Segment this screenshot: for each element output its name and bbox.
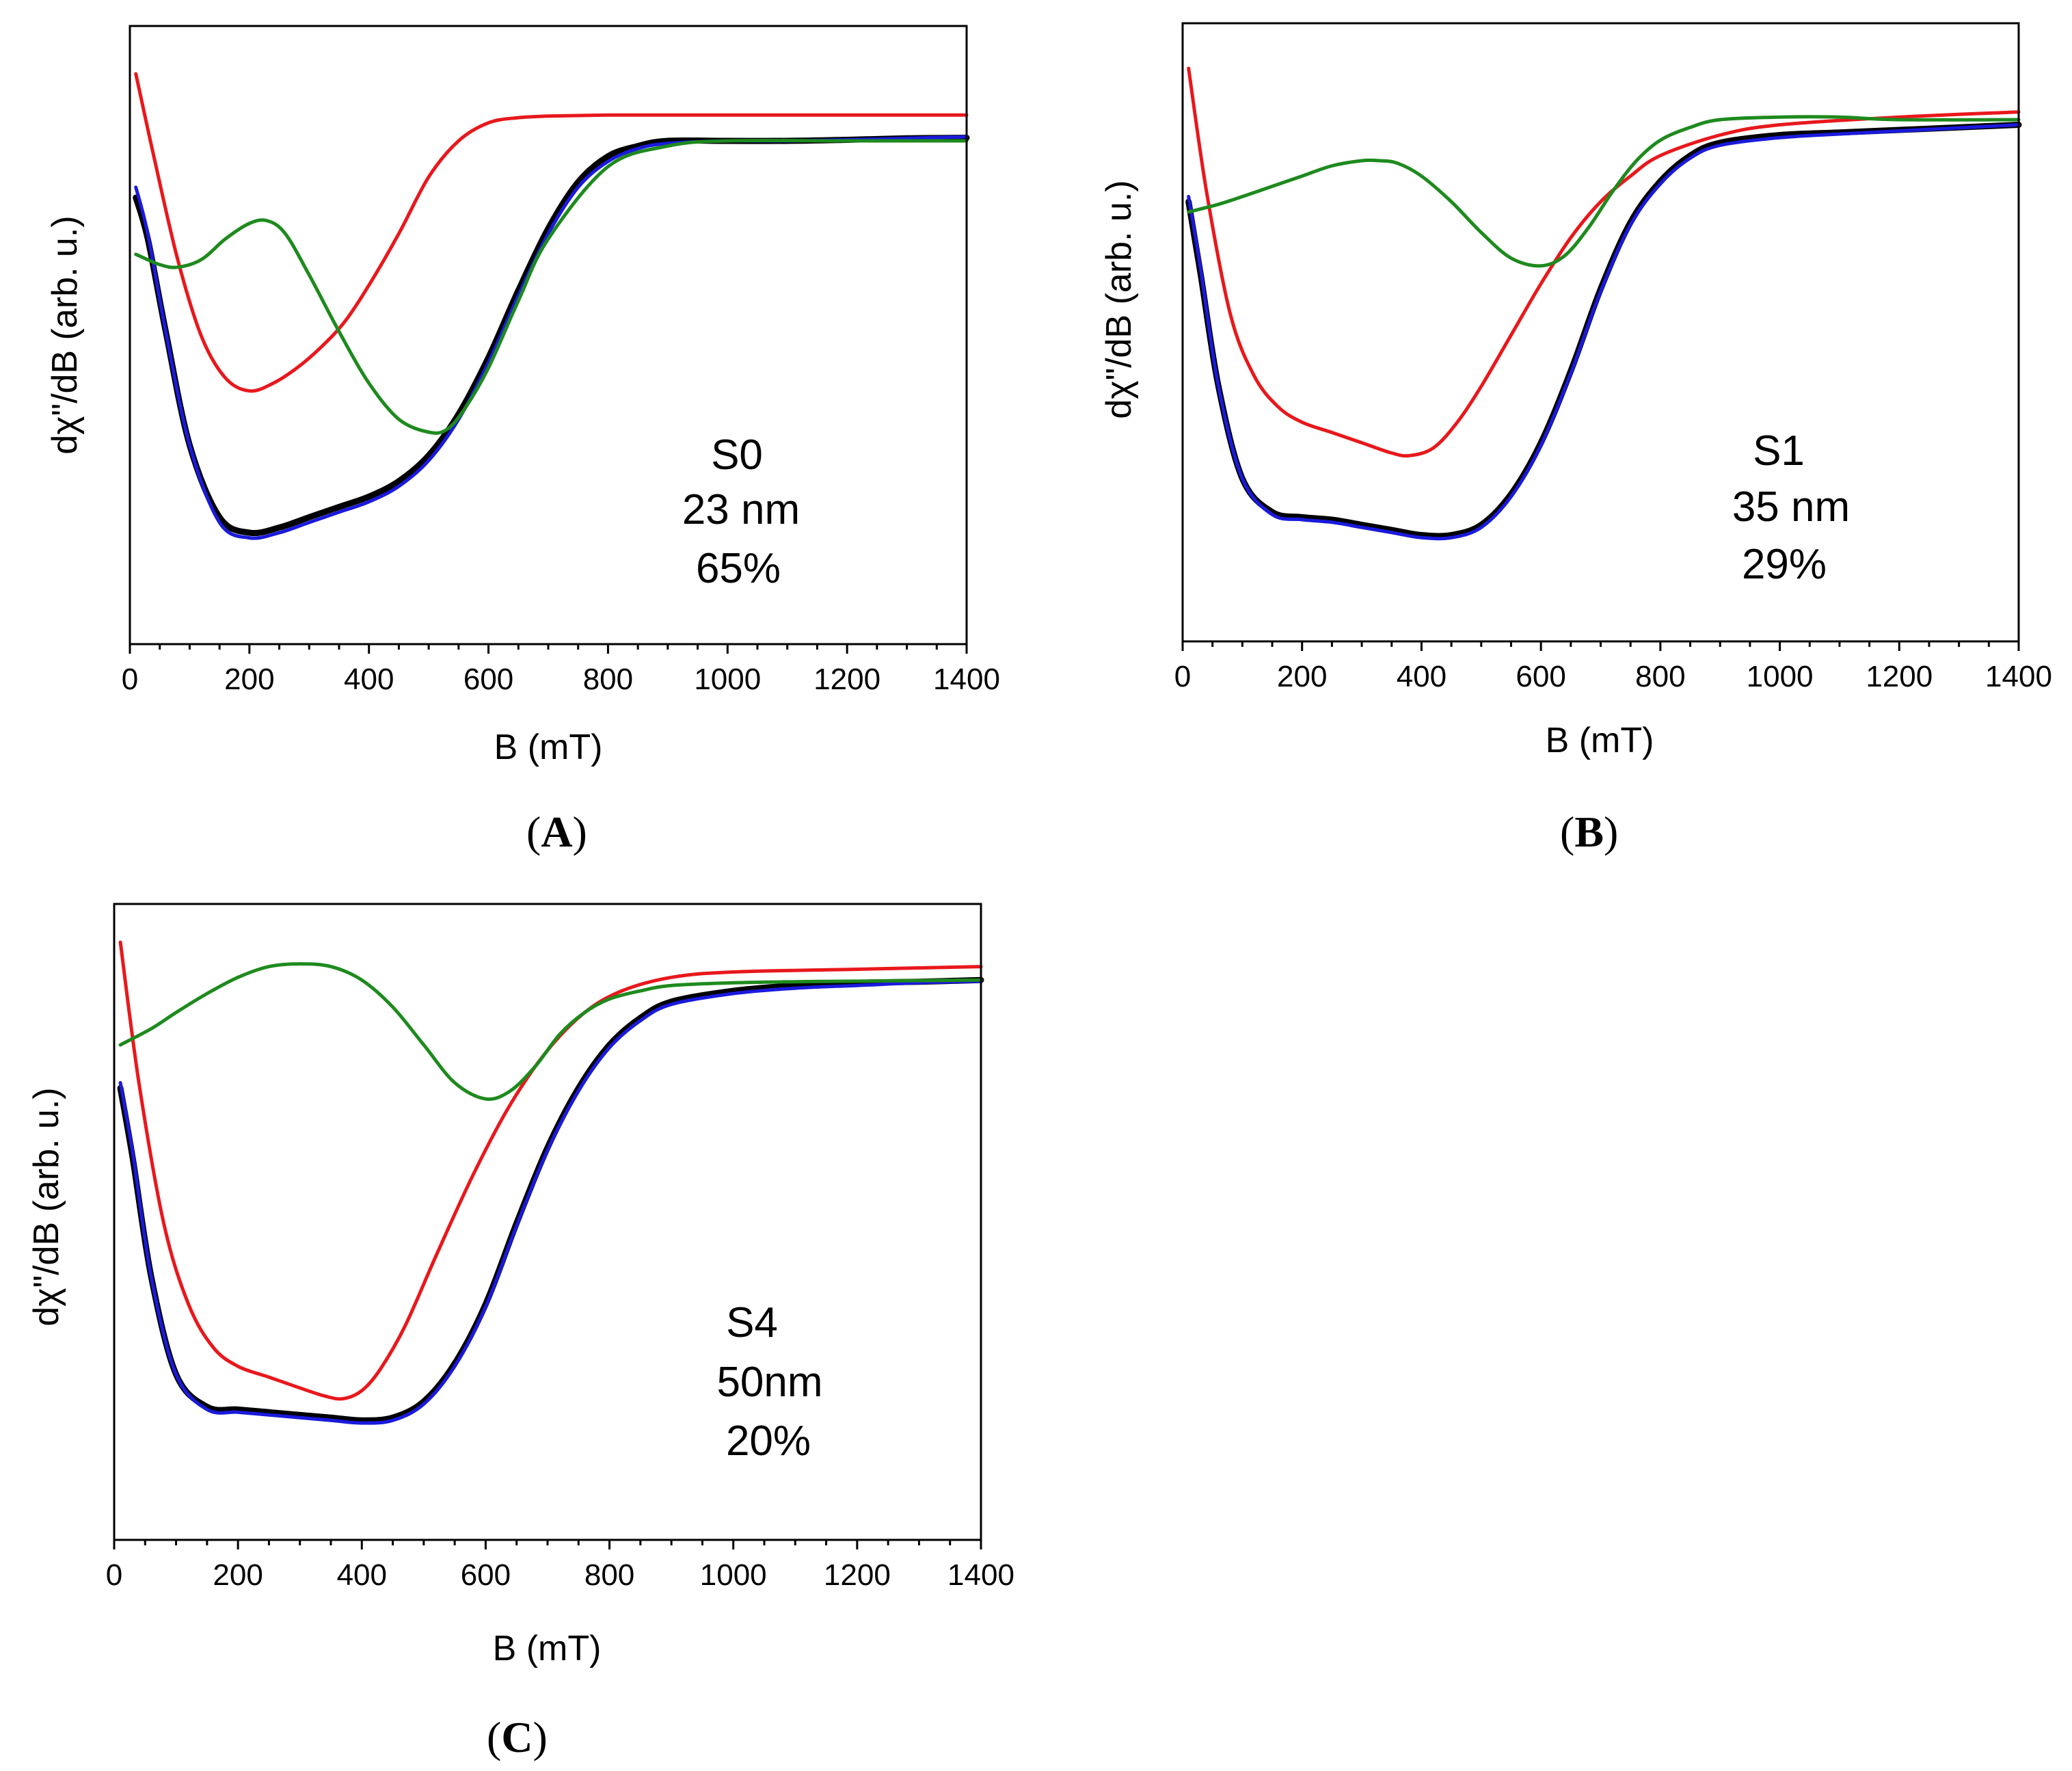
series-fit-b (1187, 123, 2021, 541)
x-tick-label-a: 600 (463, 663, 513, 696)
annotation-c: S4 50nm 20% (716, 1299, 822, 1465)
x-tick-label-a: 800 (583, 663, 633, 696)
x-axis-title-b: B (mT) (1546, 721, 1654, 760)
x-tick-label-b: 800 (1635, 660, 1685, 693)
x-tick-label-c: 1400 (947, 1558, 1014, 1592)
series-component-1-a (134, 72, 969, 393)
y-axis-title-a: dχ"/dB (arb. u.) (45, 215, 85, 454)
series-experimental-b (1185, 122, 2022, 540)
x-tick-label-c: 600 (461, 1558, 511, 1592)
axes-frame-a (129, 25, 968, 645)
x-tick-label-b: 1200 (1866, 660, 1933, 693)
panel-a: 0 200 400 600 800 1000 1200 1400 B (mT) dχ"/dB … (45, 25, 1000, 856)
x-tick-label-c: 800 (584, 1558, 634, 1592)
panel-b: 0 200 400 600 800 1000 1200 1400 B (mT) dχ"/dB … (1099, 22, 2052, 856)
x-tick-label-a: 200 (224, 663, 274, 696)
sample-id-c: S4 (726, 1299, 778, 1346)
size-label-a: 23 nm (682, 486, 800, 533)
percent-label-b: 29% (1742, 541, 1827, 588)
series-experimental-a (133, 135, 970, 537)
size-label-b: 35 nm (1732, 483, 1850, 531)
percent-label-c: 20% (726, 1417, 811, 1465)
x-tick-label-b: 400 (1397, 660, 1447, 693)
x-tick-label-c: 1000 (700, 1558, 767, 1592)
series-component-1-c (118, 940, 983, 1401)
annotation-b: S1 35 nm 29% (1732, 427, 1850, 588)
x-ticks-a: 0 200 400 600 800 1000 1200 1400 (122, 644, 1000, 696)
panel-label-b: (B) (1560, 808, 1618, 856)
percent-label-a: 65% (696, 545, 781, 592)
series-fit-c (118, 979, 983, 1425)
series-component-2-b (1187, 115, 2021, 268)
x-tick-label-b: 1000 (1747, 660, 1814, 693)
x-axis-title-c: B (mT) (493, 1629, 602, 1668)
x-tick-label-c: 0 (106, 1558, 122, 1592)
panel-label-a: (A) (526, 808, 587, 856)
x-tick-label-b: 1400 (1985, 660, 2052, 693)
x-ticks-c: 0 200 400 600 800 1000 1200 1400 (106, 1540, 1014, 1592)
x-tick-label-b: 0 (1174, 660, 1191, 693)
series-component-2-a (134, 138, 969, 435)
plot-area-b (1185, 66, 2022, 541)
series-fit-a (134, 135, 969, 540)
x-axis-title-a: B (mT) (494, 728, 603, 767)
x-tick-label-c: 1200 (824, 1558, 891, 1592)
x-tick-label-a: 0 (122, 663, 138, 696)
size-label-c: 50nm (716, 1359, 822, 1406)
x-tick-label-c: 200 (213, 1558, 263, 1592)
y-axis-title-b: dχ"/dB (arb. u.) (1099, 180, 1139, 418)
panel-c: 0 200 400 600 800 1000 1200 1400 B (mT) dχ"/dB … (27, 903, 1014, 1761)
x-tick-label-c: 400 (337, 1558, 387, 1592)
x-tick-label-a: 1400 (933, 663, 1000, 696)
plot-area-c (117, 940, 984, 1425)
axes-frame-c (113, 903, 982, 1541)
sample-id-b: S1 (1753, 427, 1805, 475)
panel-label-c: (C) (487, 1713, 548, 1761)
series-component-1-b (1187, 66, 2021, 458)
x-ticks-b: 0 200 400 600 800 1000 1200 1400 (1174, 641, 2052, 693)
sample-id-a: S0 (711, 431, 763, 479)
series-component-2-c (118, 962, 983, 1101)
x-tick-label-b: 600 (1516, 660, 1565, 693)
x-tick-label-a: 1200 (813, 663, 880, 696)
y-axis-title-c: dχ"/dB (arb. u.) (27, 1087, 66, 1326)
x-tick-label-a: 1000 (694, 663, 761, 696)
x-tick-label-a: 400 (344, 663, 394, 696)
x-tick-label-b: 200 (1277, 660, 1327, 693)
annotation-a: S0 23 nm 65% (682, 431, 800, 592)
plot-area-a (133, 72, 970, 540)
